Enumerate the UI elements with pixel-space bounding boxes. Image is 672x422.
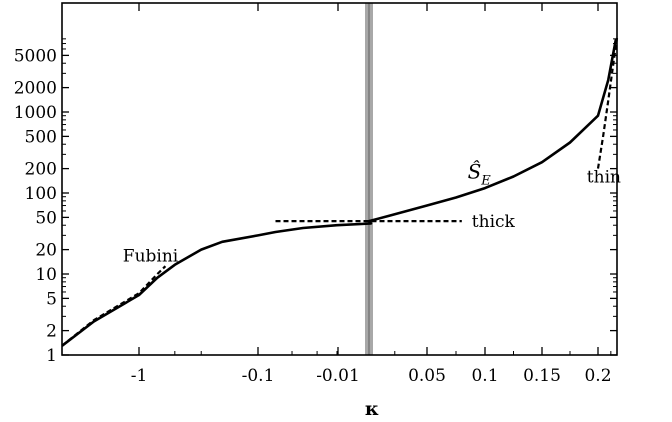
y-tick-label: 100: [25, 184, 57, 204]
y-tick-label: 2: [46, 322, 57, 342]
x-tick-label: 0.2: [584, 366, 611, 386]
x-tick-label: 0.15: [523, 366, 561, 386]
x-tick-label: 0.1: [471, 366, 498, 386]
y-tick-label: 2000: [14, 79, 57, 99]
x-axis-title: κ: [365, 398, 379, 420]
y-tick-label: 1000: [14, 103, 57, 123]
plot-frame: [61, 2, 618, 356]
x-tick-label: 0.05: [408, 366, 446, 386]
main-curve-label-text: Ŝ: [468, 159, 482, 184]
y-tick-label: 1: [46, 346, 57, 366]
y-tick-label: 50: [35, 208, 57, 228]
main-curve-label: ŜE: [468, 159, 492, 189]
y-tick-label: 10: [35, 265, 57, 285]
annotation-layer: ŜE Fubini thick thin: [123, 159, 621, 267]
annotation-thick: thick: [472, 212, 516, 232]
annotation-fubini: Fubini: [123, 246, 179, 266]
plot-frame-layer: [61, 2, 618, 356]
y-tick-label: 200: [25, 160, 57, 180]
main-curve: [61, 38, 618, 347]
x-tick-label: -1: [131, 366, 148, 386]
y-tick-label: 500: [25, 127, 57, 147]
y-tick-label: 20: [35, 241, 57, 261]
x-tick-label: -0.01: [316, 366, 360, 386]
y-tick-label: 5000: [14, 46, 57, 66]
series-layer: [61, 37, 619, 347]
annotation-thin: thin: [587, 167, 621, 187]
x-tick-label: -0.1: [242, 366, 275, 386]
tick-layer: 1 2 5 10 20 50 100 200 500 1000 2000 5000 -1 -0.1 -0.0…: [14, 3, 617, 386]
shaded-band-layer: [365, 3, 373, 355]
dashed-curve-1: [61, 265, 167, 347]
main-curve-label-subscript: E: [480, 174, 491, 189]
y-tick-label: 5: [46, 289, 57, 309]
